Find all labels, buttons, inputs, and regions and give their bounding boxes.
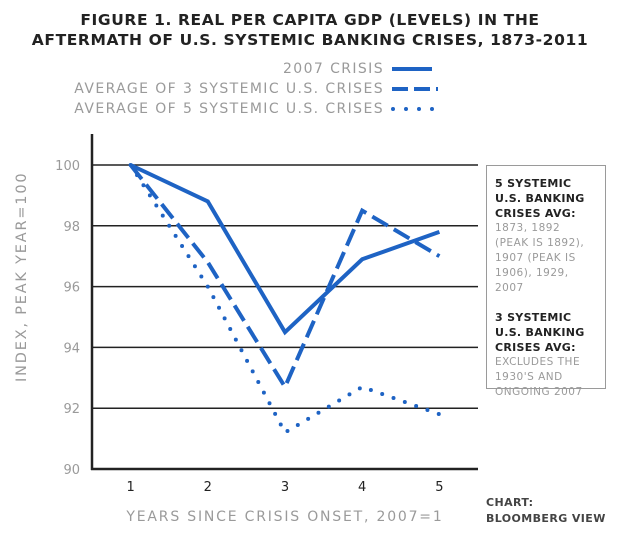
y-axis-label: INDEX, PEAK YEAR=100 — [14, 171, 30, 382]
note-three-text: EXCLUDES THE 1930'S AND ONGOING 2007 — [495, 356, 583, 398]
chart-source: CHART: BLOOMBERG VIEW — [486, 495, 606, 527]
y-tick-label-94: 94 — [63, 341, 80, 356]
legend-label-2007: 2007 CRISIS — [282, 61, 384, 77]
legend-item-3-crises: AVERAGE OF 3 SYSTEMIC U.S. CRISES — [74, 80, 440, 98]
legend-item-5-crises: AVERAGE OF 5 SYSTEMIC U.S. CRISES — [74, 100, 440, 118]
source-line-2: BLOOMBERG VIEW — [486, 512, 606, 525]
y-tick-label-90: 90 — [63, 463, 80, 478]
note-five-text: 1873, 1892 (PEAK IS 1892), 1907 (PEAK IS… — [495, 222, 585, 294]
legend-swatch-dotted — [391, 107, 440, 111]
series-line-solid — [129, 163, 441, 336]
y-tick-label-98: 98 — [63, 220, 80, 235]
legend-item-2007: 2007 CRISIS — [283, 60, 440, 78]
series-line-dashed — [129, 163, 441, 392]
y-tick-label-92: 92 — [63, 402, 80, 417]
note-three-heading: 3 SYSTEMIC U.S. BANKING CRISES AVG: — [495, 311, 585, 354]
legend-swatch-solid — [392, 67, 432, 71]
x-tick-label-3: 3 — [281, 480, 289, 495]
y-tick-label-100: 100 — [55, 159, 80, 174]
x-axis-label: YEARS SINCE CRISIS ONSET, 2007=1 — [126, 509, 444, 525]
series-line-dotted — [128, 163, 442, 436]
y-tick-label-96: 96 — [63, 281, 80, 296]
chart-title-line-1: FIGURE 1. REAL PER CAPITA GDP (LEVELS) I… — [80, 11, 540, 29]
legend-label-3-crises: AVERAGE OF 3 SYSTEMIC U.S. CRISES — [74, 81, 384, 97]
chart-title-line-2: AFTERMATH OF U.S. SYSTEMIC BANKING CRISE… — [31, 31, 589, 49]
x-tick-label-1: 1 — [126, 480, 134, 495]
note-five-heading: 5 SYSTEMIC U.S. BANKING CRISES AVG: — [495, 177, 585, 220]
legend-label-5-crises: AVERAGE OF 5 SYSTEMIC U.S. CRISES — [74, 101, 384, 117]
x-tick-label-5: 5 — [435, 480, 443, 495]
legend-swatch-dashed — [392, 87, 438, 91]
x-tick-label-2: 2 — [204, 480, 212, 495]
x-tick-label-4: 4 — [358, 480, 366, 495]
source-line-1: CHART: — [486, 496, 534, 509]
crisis-note-box: 5 SYSTEMIC U.S. BANKING CRISES AVG: 1873… — [486, 165, 606, 398]
